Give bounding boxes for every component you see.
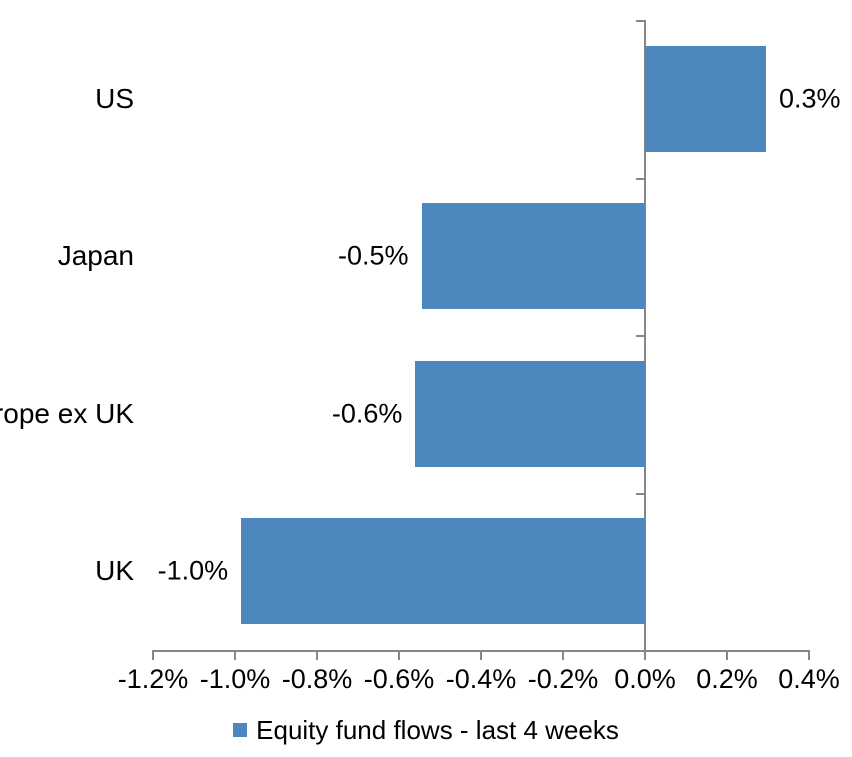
axis-tick-label: 0.0%: [614, 664, 676, 694]
data-label-us: 0.3%: [778, 83, 841, 114]
category-label-uk: UK: [95, 555, 134, 587]
bar-europe-ex-uk: [415, 361, 645, 467]
axis-tick-label: -0.6%: [363, 664, 435, 694]
bar-uk: [241, 518, 645, 624]
value-axis-tick: [808, 650, 810, 660]
category-label-japan: Japan: [57, 240, 134, 272]
legend: Equity fund flows - last 4 weeks: [0, 716, 852, 744]
value-axis-tick: [644, 650, 646, 660]
axis-tick-label: -0.4%: [445, 664, 517, 694]
category-axis-tick: [636, 20, 644, 22]
axis-tick-label: -0.8%: [281, 664, 353, 694]
category-axis-tick: [636, 493, 644, 495]
category-axis-line: [644, 20, 646, 660]
bar-japan: [421, 203, 645, 309]
value-axis-tick: [398, 650, 400, 660]
value-axis-tick: [562, 650, 564, 660]
value-axis-tick: [726, 650, 728, 660]
value-axis-tick: [152, 650, 154, 660]
axis-tick-label: -1.0%: [199, 664, 271, 694]
data-label-uk: -1.0%: [157, 555, 229, 586]
data-label-japan: -0.5%: [338, 240, 409, 271]
category-axis-tick: [636, 335, 644, 337]
bar-us: [645, 46, 766, 152]
data-label-europe-ex-uk: -0.6%: [331, 398, 403, 429]
axis-tick-label: -0.2%: [527, 664, 599, 694]
axis-tick-label: 0.2%: [696, 664, 758, 694]
category-axis-tick: [636, 178, 644, 180]
legend-label: Equity fund flows - last 4 weeks: [256, 715, 619, 745]
legend-swatch-icon: [233, 723, 248, 737]
axis-tick-label: 0.4%: [778, 664, 840, 694]
value-axis-tick: [316, 650, 318, 660]
value-axis-tick: [234, 650, 236, 660]
category-label-us: US: [95, 82, 134, 114]
axis-tick-label: -1.2%: [117, 664, 189, 694]
category-label-europe-ex-uk: Europe ex UK: [0, 397, 134, 429]
value-axis-tick: [480, 650, 482, 660]
